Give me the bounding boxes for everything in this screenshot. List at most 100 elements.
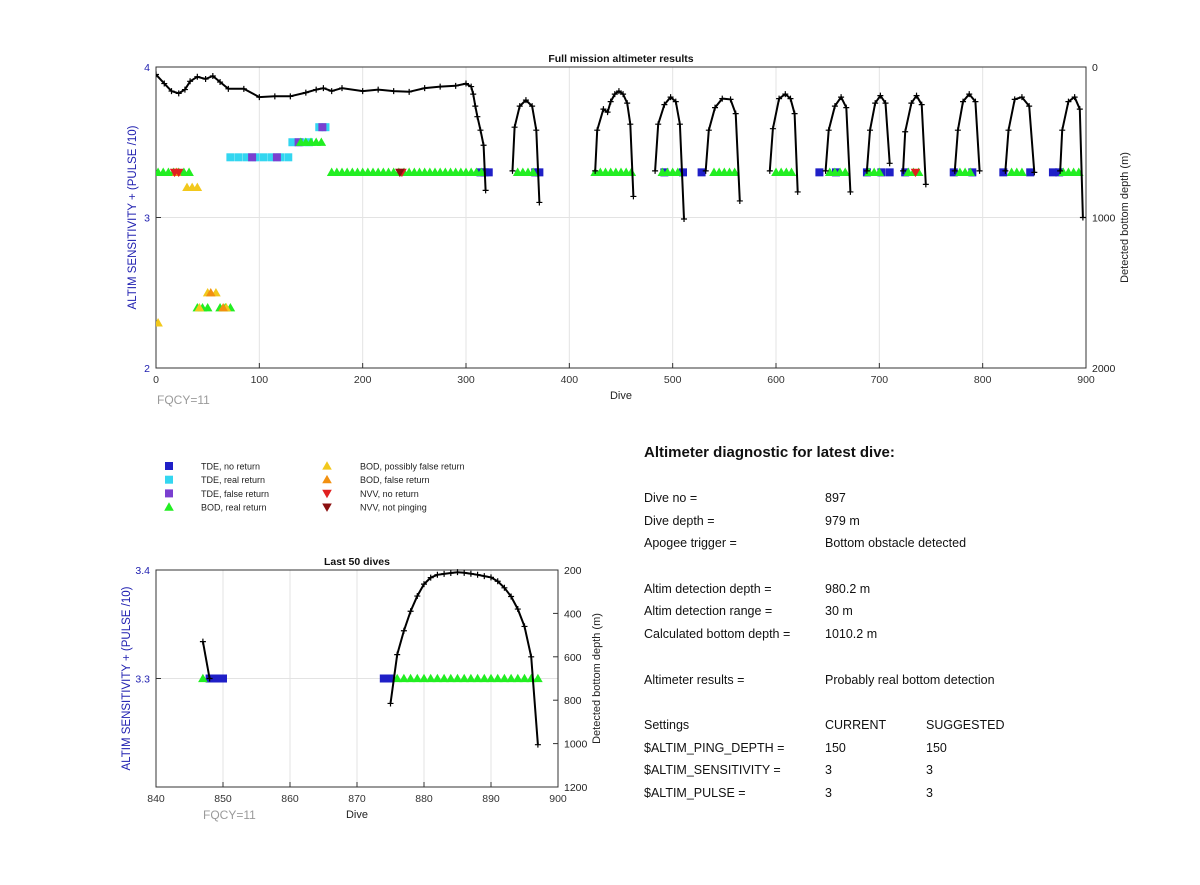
depth-point (441, 570, 448, 577)
data-point (198, 673, 208, 683)
depth-point (913, 92, 920, 99)
setting-name: $ALTIM_SENSITIVITY = (644, 763, 781, 778)
depth-point (508, 593, 515, 600)
depth-line (902, 93, 927, 185)
depth-point (766, 167, 773, 174)
depth-point (1071, 94, 1078, 101)
data-point (379, 674, 388, 683)
depth-point (501, 584, 508, 591)
depth-point (452, 82, 459, 89)
legend-label: TDE, real return (201, 475, 265, 485)
legend-label: BOD, false return (360, 475, 430, 485)
data-point (399, 673, 409, 683)
data-point (965, 167, 976, 176)
depth-point (156, 71, 159, 78)
depth-point (652, 167, 659, 174)
depth-line (1059, 95, 1084, 218)
depth-point (328, 88, 335, 95)
depth-point (900, 167, 907, 174)
depth-point (494, 578, 501, 585)
settings-header-suggested: SUGGESTED (926, 717, 1005, 732)
depth-point (474, 113, 481, 120)
depth-point (256, 94, 263, 101)
depth-point (1005, 127, 1012, 134)
legend-item: BOD, real return (164, 502, 267, 513)
chart-title: Full mission altimeter results (548, 53, 693, 65)
depth-point (882, 100, 889, 107)
depth-point (217, 79, 224, 86)
y-tick-label-left: 2 (144, 363, 150, 375)
data-point (535, 168, 544, 177)
depth-line (824, 95, 852, 192)
depth-point (922, 181, 929, 188)
detection-range-label: Altim detection range = (644, 604, 773, 619)
depth-point (600, 106, 607, 113)
depth-point (1011, 96, 1018, 103)
dive-depth-row: Dive depth = 979 m (644, 514, 1164, 537)
data-point (486, 673, 496, 683)
calculated-depth-value: 1010.2 m (825, 627, 878, 642)
depth-line (865, 93, 891, 171)
legend-item: TDE, false return (165, 489, 269, 499)
data-point (192, 182, 203, 191)
depth-point (536, 199, 543, 206)
depth-point (533, 127, 540, 134)
data-point (874, 167, 885, 176)
depth-point (831, 103, 838, 110)
data-point (533, 673, 543, 683)
data-point (205, 287, 216, 297)
depth-point (375, 86, 382, 93)
data-point (459, 673, 469, 683)
depth-point (511, 124, 518, 131)
data-point (697, 168, 706, 177)
legend-marker (165, 489, 173, 498)
data-point (218, 303, 228, 312)
legend-item: TDE, no return (165, 462, 260, 472)
depth-point (206, 675, 213, 682)
results-row: Altimeter results = Probably real bottom… (644, 673, 1164, 696)
depth-point (607, 98, 614, 105)
depth-point (672, 98, 679, 105)
data-point (679, 168, 687, 177)
x-tick-label: 840 (147, 793, 165, 805)
depth-point (1057, 167, 1064, 174)
dive-no-row: Dive no = 897 (644, 491, 1164, 514)
data-point (506, 673, 516, 683)
depth-point (877, 92, 884, 99)
x-axis-label: Dive (346, 809, 368, 821)
depth-point (302, 89, 309, 96)
depth-point (199, 638, 206, 645)
settings-header-label: Settings (644, 717, 690, 732)
depth-point (447, 570, 454, 577)
data-point (425, 673, 436, 683)
depth-point (406, 88, 413, 95)
data-point (999, 168, 1008, 177)
last-50-dives-chart: 840 850 860 870 880 890 900 3.3 3.4 200 400 600 800 1… (121, 556, 603, 822)
depth-point (468, 83, 475, 90)
x-tick-label: 800 (974, 374, 992, 386)
depth-point (390, 88, 397, 95)
setting-suggested: 3 (926, 763, 933, 778)
depth-point (488, 574, 494, 581)
depth-point (313, 86, 320, 93)
depth-point (825, 127, 832, 134)
depth-point (782, 91, 789, 98)
depth-point (1079, 214, 1086, 221)
depth-point (776, 95, 783, 102)
y-axis-label-left: ALTIM SENSITIVITY + (PULSE /10) (121, 586, 133, 770)
depth-point (902, 128, 909, 135)
detection-depth-row: Altim detection depth = 980.2 m (644, 582, 1164, 605)
data-point (288, 138, 297, 147)
x-tick-label: 700 (871, 374, 889, 386)
altimeter-diagnostic-panel: Altimeter diagnostic for latest dive: Di… (644, 444, 1164, 809)
y-tick-label-left: 4 (144, 62, 150, 74)
depth-point (1031, 169, 1038, 176)
data-point (248, 153, 257, 162)
depth-line (1004, 95, 1036, 173)
depth-point (534, 741, 541, 748)
data-point (1048, 168, 1057, 177)
y-axis-label-right: Detected bottom depth (m) (591, 613, 603, 744)
legend-marker (322, 474, 332, 484)
depth-point (822, 167, 829, 174)
settings-row-ping-depth: $ALTIM_PING_DEPTH = 150 150 (644, 741, 1164, 764)
